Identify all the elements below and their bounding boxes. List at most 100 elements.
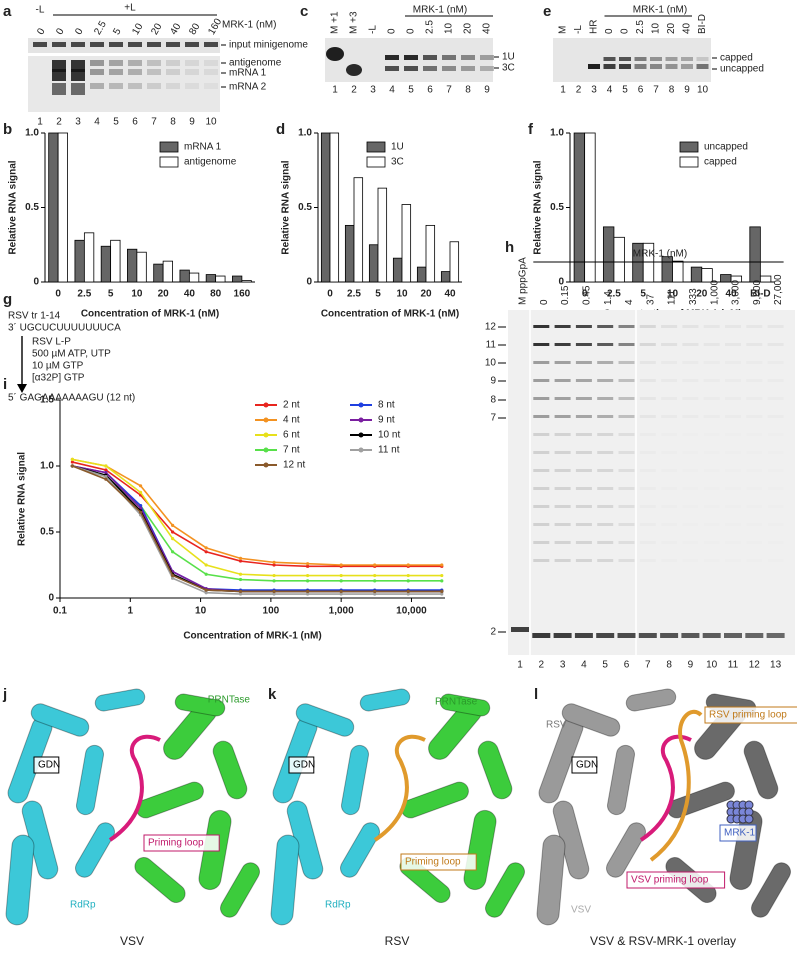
lane-header: M +1 [330, 11, 341, 34]
label-box [288, 756, 315, 774]
point [373, 589, 377, 594]
point [440, 579, 444, 583]
size-label: 8 [490, 395, 496, 406]
band-label: uncapped [720, 64, 764, 75]
band [109, 60, 123, 66]
lane-header: 40 [482, 22, 493, 34]
gel [553, 38, 711, 82]
band [682, 451, 698, 454]
helix [220, 862, 260, 918]
lane-number: 9 [688, 660, 694, 671]
y-tick-label: 0.5 [298, 202, 312, 213]
size-label: 12 [485, 322, 497, 333]
bar [57, 132, 68, 283]
band [639, 361, 656, 364]
bar [416, 266, 427, 283]
point [306, 592, 310, 596]
band [724, 633, 742, 638]
band [554, 523, 571, 526]
band [681, 633, 700, 638]
band [768, 451, 784, 454]
loop [373, 734, 426, 842]
x-tick-label: 0 [582, 289, 588, 300]
bar [720, 274, 732, 283]
legend-label: uncapped [704, 142, 748, 153]
band [385, 55, 399, 60]
band [597, 541, 614, 544]
lane-number: 5 [602, 660, 608, 671]
point [204, 591, 208, 595]
band [746, 505, 762, 508]
point [171, 576, 175, 580]
structure-label: Priming loop [405, 857, 461, 868]
lane-header: 0 [73, 26, 86, 37]
label-box [400, 853, 477, 871]
band [575, 469, 592, 472]
band [404, 66, 418, 71]
band [596, 633, 615, 638]
unit-label: MRK-1 (nM) [633, 5, 687, 16]
legend-label: 3C [391, 157, 404, 168]
band [682, 397, 698, 400]
gel [508, 310, 795, 655]
x-tick-label: 5 [108, 289, 114, 300]
band [554, 559, 571, 562]
point [171, 523, 175, 528]
y-tick-label: 1.0 [298, 128, 312, 139]
loop [649, 709, 703, 862]
lane-header: 0 [35, 26, 48, 37]
band [575, 559, 592, 562]
lane-header: 10 [651, 22, 662, 34]
band [703, 325, 720, 328]
band [554, 397, 571, 400]
band [71, 69, 85, 81]
lane-header: HR [589, 20, 600, 34]
condition: [α32P] GTP [32, 373, 85, 384]
lane-number: 2 [351, 85, 357, 96]
band [532, 633, 551, 638]
loop [108, 734, 161, 842]
point [238, 556, 243, 561]
point [104, 464, 108, 468]
band [725, 397, 741, 400]
helix [339, 822, 380, 878]
lane-header: 0 [620, 28, 631, 34]
x-tick-label: 40 [444, 289, 456, 300]
band [640, 469, 656, 472]
helix [5, 834, 35, 926]
band [575, 505, 592, 508]
lane-header: 20 [149, 21, 164, 37]
band [603, 64, 616, 69]
point [406, 579, 410, 583]
bar [602, 226, 615, 283]
lane-number: 2 [56, 117, 62, 128]
band [575, 343, 592, 346]
bar [215, 275, 226, 283]
structure-label: RSV priming loop [709, 710, 787, 721]
point [238, 577, 243, 582]
point [440, 573, 444, 578]
y-tick-label: 0.5 [40, 527, 54, 538]
legend-label: capped [704, 157, 737, 168]
band [768, 487, 784, 490]
legend-label: 4 nt [283, 415, 300, 426]
caption: VSV [120, 934, 144, 948]
band [696, 57, 709, 61]
lane-header: 20 [463, 22, 474, 34]
structure-label: GDN [38, 760, 60, 771]
band [423, 66, 437, 71]
band [746, 325, 763, 328]
band [725, 379, 741, 382]
helix [485, 862, 525, 918]
point [70, 460, 74, 464]
band [725, 469, 741, 472]
helix [136, 781, 204, 819]
helix [751, 862, 791, 918]
lane-header: 5 [111, 26, 124, 37]
band [554, 469, 571, 472]
band [71, 42, 85, 47]
band [533, 397, 550, 400]
band [704, 379, 720, 382]
band [533, 415, 550, 418]
band [704, 451, 720, 454]
